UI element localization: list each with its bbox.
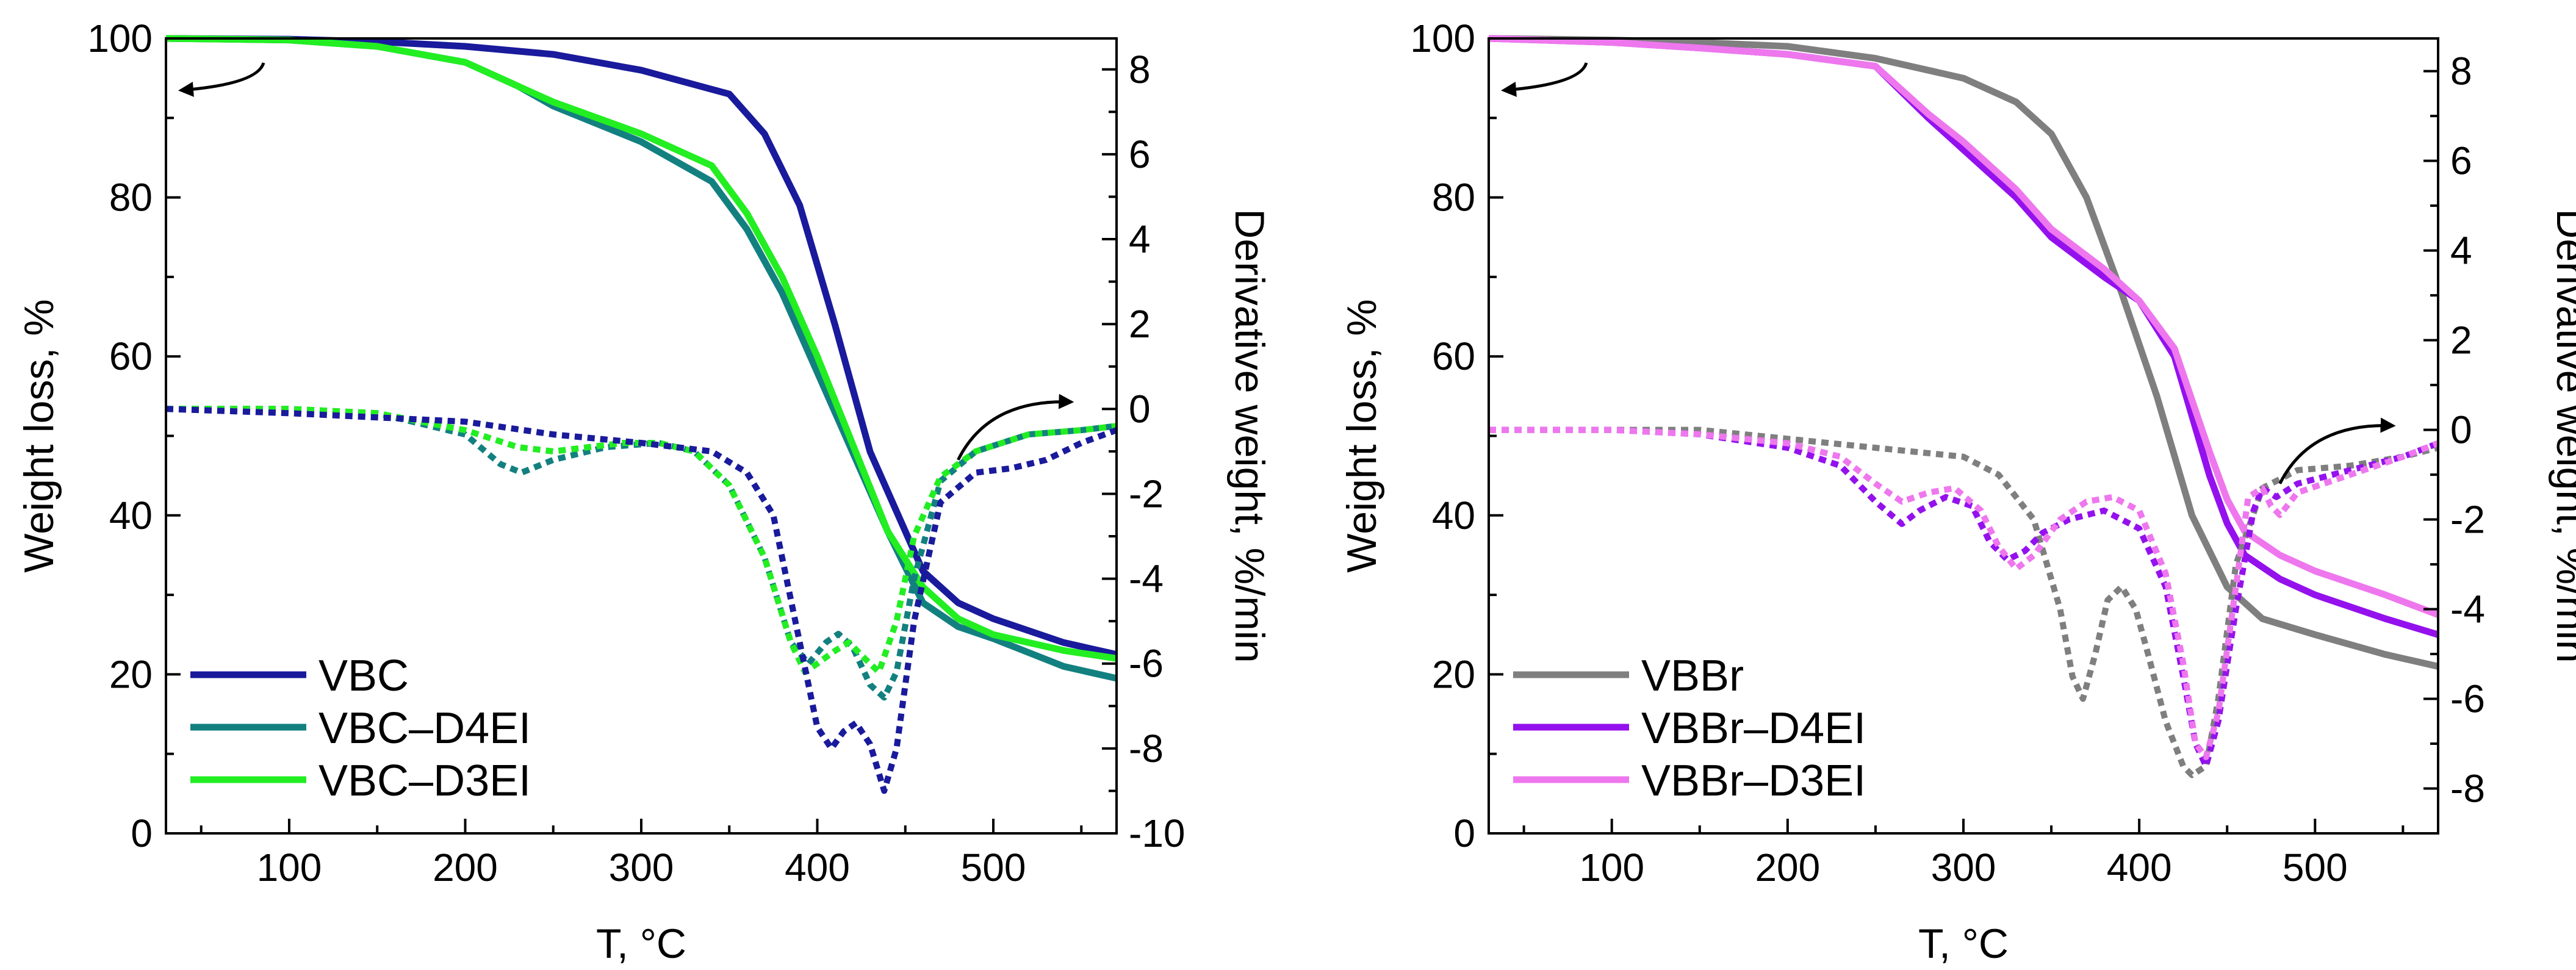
y-left-axis-title: Weight loss, % — [16, 299, 62, 572]
x-tick-label: 400 — [785, 846, 850, 889]
y-right-tick-label: 8 — [1129, 48, 1151, 92]
arrow-to-derivative-axis — [957, 393, 1074, 461]
y-left-tick-label: 0 — [131, 811, 153, 855]
y-left-tick-label: 100 — [1410, 16, 1475, 60]
legend-label: VBBr–D4EI — [1641, 704, 1866, 753]
legend-label: VBBr–D3EI — [1641, 756, 1866, 805]
series-line-dtg-5 — [165, 406, 1118, 794]
y-right-tick-label: 8 — [2450, 49, 2472, 93]
y-right-tick-label: 6 — [1129, 132, 1151, 176]
y-right-tick-label: 2 — [2450, 318, 2472, 362]
y-right-axis-title: Derivative weight, %/min — [1226, 209, 1273, 663]
x-tick-label: 200 — [433, 846, 498, 889]
x-axis-title: T, °C — [596, 921, 686, 967]
legend-label: VBC — [318, 652, 409, 700]
y-right-tick-label: -6 — [1129, 642, 1164, 686]
series-line-dtg-5 — [1489, 426, 2439, 761]
series-line-tga-0 — [165, 35, 1118, 658]
y-left-tick-label: 40 — [1432, 494, 1475, 537]
y-right-tick-label: -2 — [2450, 498, 2485, 542]
y-left-axis-title: Weight loss, % — [1339, 299, 1385, 572]
x-axis-title: T, °C — [1918, 921, 2009, 967]
plot-frame — [1488, 37, 2439, 835]
x-tick-label: 400 — [2107, 846, 2172, 889]
y-right-tick-label: 4 — [1129, 217, 1151, 261]
y-right-tick-label: 0 — [2450, 408, 2472, 452]
y-left-tick-label: 60 — [109, 334, 153, 378]
y-right-tick-label: -8 — [2450, 767, 2485, 811]
x-tick-label: 500 — [961, 846, 1026, 889]
y-right-tick-label: -8 — [1129, 727, 1164, 771]
arrow-to-derivative-axis — [2278, 417, 2396, 484]
y-right-tick-label: -2 — [1129, 472, 1164, 516]
x-tick-label: 300 — [1931, 846, 1996, 889]
right-panel: 100 200 300 400 500 0 20 40 60 80 100 -8 -6 -4 -2 0 2 4 6 8… — [1339, 16, 2576, 967]
legend-label: VBBr — [1641, 652, 1744, 700]
y-left-tick-label: 100 — [87, 16, 153, 60]
x-tick-label: 200 — [1755, 846, 1820, 889]
y-right-tick-label: -6 — [2450, 677, 2485, 721]
legend-label: VBC–D4EI — [318, 704, 531, 753]
series-line-dtg-3 — [1489, 426, 2439, 778]
y-right-tick-label: 6 — [2450, 139, 2472, 183]
series-line-tga-1 — [1488, 35, 2439, 638]
series-line-tga-2 — [165, 35, 1117, 662]
series-line-dtg-3 — [166, 406, 1117, 701]
y-left-tick-label: 60 — [1432, 334, 1475, 378]
series-line-dtg-4 — [1489, 426, 2439, 769]
left-panel: 100 200 300 400 500 0 20 40 60 80 100 -10 -8 -6 -4 -2 0 2… — [16, 16, 1273, 967]
y-left-tick-label: 80 — [1432, 176, 1475, 220]
y-right-tick-label: 0 — [1129, 387, 1151, 431]
y-right-axis-title: Derivative weight, %/min — [2548, 209, 2576, 663]
x-tick-label: 100 — [257, 846, 322, 889]
arrow-to-weight-axis — [178, 62, 265, 97]
x-tick-label: 500 — [2283, 846, 2348, 889]
x-tick-label: 300 — [609, 846, 674, 889]
y-right-tick-label: -10 — [1129, 811, 1185, 855]
series-line-tga-0 — [1488, 35, 2439, 670]
arrow-to-weight-axis — [1501, 62, 1588, 97]
y-right-tick-label: 2 — [1129, 302, 1151, 346]
x-tick-label: 100 — [1579, 846, 1644, 889]
y-right-tick-label: -4 — [1129, 557, 1164, 601]
y-left-tick-label: 20 — [1432, 652, 1475, 696]
legend-label: VBC–D3EI — [318, 756, 531, 805]
y-left-tick-label: 20 — [109, 652, 153, 696]
series-line-tga-2 — [1488, 35, 2439, 618]
y-right-tick-label: -4 — [2450, 587, 2485, 631]
y-left-tick-label: 40 — [109, 494, 153, 537]
y-left-tick-label: 80 — [109, 176, 153, 220]
y-left-tick-label: 0 — [1453, 811, 1475, 855]
y-right-tick-label: 4 — [2450, 229, 2472, 273]
